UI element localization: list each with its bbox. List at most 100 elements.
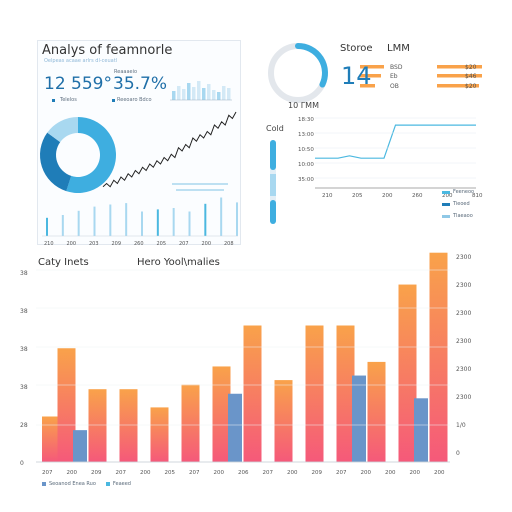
- main-bar-warm: [398, 284, 417, 462]
- mid-legend: Feeneoo Tieoed Tlaeaoo: [442, 186, 474, 222]
- small-bar: [172, 208, 175, 236]
- kpi-a-marker: [52, 99, 55, 102]
- small-bar: [141, 211, 143, 236]
- mini-bar: [187, 83, 191, 100]
- main-bar-warm: [429, 252, 448, 462]
- legend-label: Tlaeaoo: [453, 213, 473, 219]
- main-x-tick: 209: [91, 470, 102, 476]
- main-right-tick: 0: [456, 450, 460, 457]
- step-x-tick: 205: [352, 193, 363, 199]
- card-label: Cold: [266, 124, 284, 133]
- main-bar-warm: [42, 416, 60, 462]
- hbar-category: Eb: [390, 73, 398, 80]
- hbar-right: [437, 74, 482, 78]
- legend-label: Seoanod Enea Ruo: [49, 481, 96, 487]
- top-right-label-1: Storoe: [340, 43, 373, 54]
- donut-chart: [39, 117, 116, 194]
- stock-line-chart: [102, 111, 237, 191]
- main-bar-warm: [119, 389, 138, 462]
- main-bar-warm: [212, 366, 231, 462]
- main-x-tick: 207: [42, 470, 53, 476]
- main-bar-warm: [181, 384, 200, 462]
- main-bar-warm: [243, 325, 262, 462]
- main-x-tick: 200: [361, 470, 372, 476]
- mid-legend-item: Tieoed: [442, 198, 474, 210]
- legend-label: Feaeed: [112, 481, 131, 487]
- step-line-series: [315, 124, 476, 159]
- small-bar: [77, 210, 80, 236]
- main-bar-blue: [228, 393, 242, 462]
- bottom-legend-item: Seoanod Enea Ruo: [42, 478, 96, 490]
- small-bar: [204, 203, 207, 236]
- mini-bar: [172, 91, 176, 100]
- legend-swatch: [442, 190, 450, 194]
- small-bar-tick: 207: [179, 241, 189, 247]
- mini-bar: [222, 86, 226, 100]
- main-x-tick: 200: [434, 470, 445, 476]
- main-right-tick: 2300: [456, 366, 471, 373]
- top-right-label-2: LMM: [387, 43, 410, 54]
- main-right-tick: 2300: [456, 394, 471, 401]
- small-bar: [188, 211, 191, 236]
- dashboard-subtitle: Oelpeas acaae arlrs dl-ceuatl: [44, 58, 118, 64]
- step-y-tick: 18:30: [298, 117, 314, 123]
- small-bar: [156, 209, 159, 236]
- step-x-tick: 210: [322, 193, 333, 199]
- mini-bar: [217, 92, 221, 100]
- donut-slice: [47, 117, 78, 143]
- main-x-tick: 207: [116, 470, 127, 476]
- small-bar-tick: 200: [67, 241, 77, 247]
- small-bar-tick: 260: [134, 241, 144, 247]
- main-bar-blue: [73, 430, 87, 462]
- main-left-tick: 38: [20, 346, 28, 353]
- step-y-tick: 35:00: [298, 177, 314, 183]
- step-y-tick: 10:50: [298, 147, 314, 153]
- main-x-tick: 207: [336, 470, 347, 476]
- stock-line-series: [102, 111, 237, 188]
- main-x-tick: 205: [165, 470, 176, 476]
- hbar-right: [437, 84, 479, 88]
- ring-gauge: [268, 43, 328, 103]
- vertical-gauge-mid: [270, 174, 276, 196]
- step-y-tick: 10:00: [298, 162, 314, 168]
- kpi-b-top-label: Reaaaeio: [114, 69, 138, 75]
- main-x-tick: 200: [67, 470, 78, 476]
- main-x-tick: 207: [263, 470, 274, 476]
- main-x-tick: 209: [312, 470, 323, 476]
- gauge-arc: [295, 43, 328, 88]
- hbar-value: $20: [465, 64, 477, 71]
- legend-swatch: [42, 482, 46, 486]
- step-x-tick: 810: [472, 193, 483, 199]
- mid-legend-item: Tlaeaoo: [442, 210, 474, 222]
- mini-bar: [182, 89, 186, 100]
- vertical-gauge-fill: [270, 140, 276, 170]
- main-x-tick: 200: [410, 470, 421, 476]
- step-line-chart: 18:30 13:00 10:50 10:00 35:00 210 205 200 260 200…: [270, 117, 483, 224]
- small-bar-tick: 208: [224, 241, 234, 247]
- small-bar-tick: 200: [202, 241, 212, 247]
- main-x-tick: 200: [287, 470, 298, 476]
- main-bar-warm: [57, 348, 76, 462]
- small-bar: [236, 202, 238, 236]
- small-bar-chart: 210 200 203 209 260 205 207 200 208: [42, 197, 238, 247]
- kpi-b-value: 35.7%: [113, 74, 168, 94]
- main-left-tick: 28: [20, 422, 28, 429]
- main-chart-title-right: Hero Yool\malies: [137, 257, 220, 268]
- donut-slice: [39, 132, 72, 192]
- small-bar: [61, 215, 64, 236]
- mini-bar: [192, 87, 196, 100]
- step-x-tick: 200: [382, 193, 393, 199]
- main-bar-blue: [414, 398, 428, 462]
- small-bar-tick: 203: [89, 241, 99, 247]
- main-bar-warm: [88, 389, 107, 462]
- small-bar: [46, 217, 48, 236]
- bottom-legend: Seoanod Enea Ruo Feaeed: [42, 478, 131, 490]
- legend-label: Tieoed: [453, 201, 470, 207]
- main-left-tick: 38: [20, 308, 28, 315]
- kpi-a-caption: Telelos: [60, 97, 77, 103]
- legend-swatch: [442, 202, 450, 206]
- small-bar-tick: 209: [112, 241, 122, 247]
- horizontal-bar-chart: BSD $20 Eb $46 OB $20: [360, 64, 482, 90]
- kpi-b-caption: Reeoaro Bdco: [117, 97, 152, 103]
